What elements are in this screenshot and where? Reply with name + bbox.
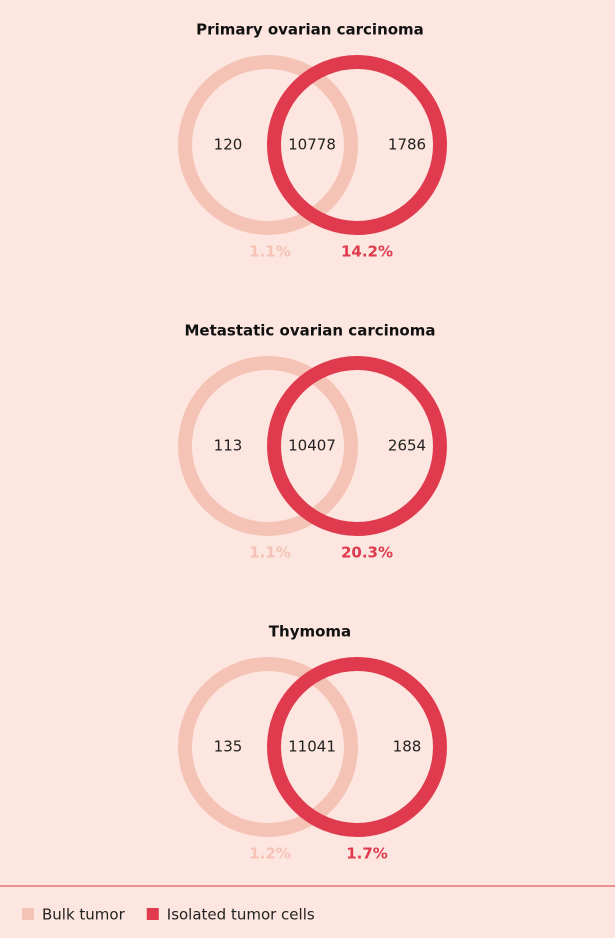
legend-swatch [146, 908, 159, 920]
region-label: 2654 [388, 437, 426, 455]
set-circle [267, 356, 447, 536]
percent-label: 20.3% [341, 544, 393, 562]
percent-label: 14.2% [341, 243, 393, 261]
legend-label: Isolated tumor cells [167, 906, 315, 924]
region-label: 188 [393, 738, 422, 756]
region-label: 10778 [288, 136, 336, 154]
region-label: 135 [214, 738, 243, 756]
set-circle [178, 657, 358, 837]
percent-label: 1.1% [249, 243, 291, 261]
set-circle [178, 55, 358, 235]
percent-label: 1.7% [346, 845, 388, 863]
chart-title: Thymoma [269, 623, 351, 641]
chart-title: Metastatic ovarian carcinoma [185, 322, 436, 340]
region-label: 1786 [388, 136, 426, 154]
percent-label: 1.1% [249, 544, 291, 562]
chart-title: Primary ovarian carcinoma [196, 21, 424, 39]
set-circle [267, 657, 447, 837]
region-label: 113 [214, 437, 243, 455]
set-circle [267, 55, 447, 235]
region-label: 120 [214, 136, 243, 154]
region-label: 10407 [288, 437, 336, 455]
percent-label: 1.2% [249, 845, 291, 863]
legend-swatch [22, 908, 34, 920]
region-label: 11041 [288, 738, 336, 756]
set-circle [178, 356, 358, 536]
legend-label: Bulk tumor [42, 906, 126, 924]
